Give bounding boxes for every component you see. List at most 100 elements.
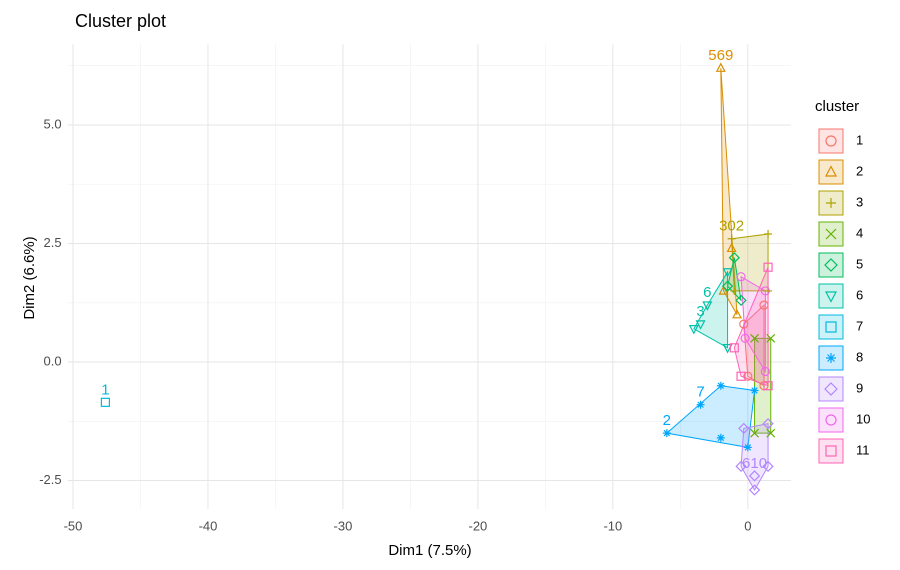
point bbox=[726, 242, 737, 253]
point bbox=[732, 308, 743, 319]
legend-label: 2 bbox=[856, 163, 863, 178]
chart-title: Cluster plot bbox=[75, 11, 166, 31]
point bbox=[716, 381, 725, 390]
legend-title: cluster bbox=[815, 98, 859, 115]
point bbox=[826, 198, 836, 208]
point bbox=[766, 333, 776, 343]
point bbox=[728, 252, 740, 264]
point bbox=[760, 286, 770, 296]
cluster-hull bbox=[720, 68, 738, 315]
point bbox=[750, 428, 759, 438]
point bbox=[715, 62, 726, 72]
point bbox=[824, 382, 838, 396]
legend-label: 10 bbox=[856, 411, 870, 426]
point bbox=[826, 353, 836, 363]
point bbox=[695, 320, 706, 330]
point bbox=[759, 300, 769, 310]
legend-key bbox=[818, 252, 844, 278]
point bbox=[750, 386, 759, 395]
point bbox=[743, 443, 752, 452]
x-tick-label: -50 bbox=[64, 518, 83, 533]
cluster-hull bbox=[693, 270, 729, 349]
point-label: 610 bbox=[742, 455, 767, 472]
point bbox=[824, 258, 838, 272]
x-tick-label: 0 bbox=[744, 518, 751, 533]
y-tick-label: 2.5 bbox=[44, 235, 62, 250]
point bbox=[748, 470, 761, 482]
point bbox=[760, 366, 770, 377]
legend-label: 7 bbox=[856, 318, 863, 333]
legend-key bbox=[818, 376, 844, 402]
point bbox=[730, 286, 739, 295]
point bbox=[740, 333, 750, 343]
legend-key bbox=[818, 283, 844, 309]
point bbox=[702, 301, 713, 311]
legend-label: 6 bbox=[856, 287, 863, 302]
point-label: 3 bbox=[696, 303, 704, 320]
point bbox=[736, 272, 746, 282]
cluster-hull bbox=[740, 423, 769, 492]
legend-label: 3 bbox=[856, 194, 863, 209]
point-label: 6 bbox=[703, 284, 711, 301]
legend-key bbox=[818, 159, 844, 185]
point-label: 302 bbox=[719, 218, 744, 235]
legend-label: 4 bbox=[856, 225, 863, 240]
point bbox=[688, 325, 699, 335]
point bbox=[825, 291, 837, 303]
x-tick-label: -20 bbox=[468, 518, 487, 533]
x-axis-label: Dim1 (7.5%) bbox=[388, 542, 471, 559]
legend-key bbox=[818, 128, 844, 154]
point bbox=[739, 319, 749, 329]
point bbox=[722, 344, 733, 354]
point bbox=[762, 418, 774, 430]
point bbox=[100, 397, 110, 407]
y-axis-label: Dim2 (6.6%) bbox=[21, 236, 38, 319]
point bbox=[763, 262, 773, 272]
point bbox=[825, 445, 837, 457]
y-tick-label: 5.0 bbox=[44, 116, 62, 131]
point bbox=[748, 484, 761, 496]
point bbox=[750, 333, 759, 343]
point bbox=[763, 381, 773, 391]
point bbox=[825, 135, 837, 147]
point bbox=[735, 294, 747, 307]
point-label: 1 bbox=[101, 381, 109, 398]
point-label: 569 bbox=[708, 47, 733, 64]
point bbox=[825, 165, 837, 177]
point bbox=[825, 228, 837, 240]
point bbox=[766, 428, 776, 438]
legend-key bbox=[818, 438, 844, 464]
cluster-hull bbox=[665, 385, 756, 448]
point bbox=[727, 234, 736, 243]
x-tick-label: -30 bbox=[334, 518, 353, 533]
point bbox=[729, 343, 739, 353]
point bbox=[735, 460, 747, 472]
legend-label: 8 bbox=[856, 349, 863, 364]
point bbox=[762, 460, 774, 472]
x-tick-label: -10 bbox=[603, 518, 622, 533]
point bbox=[764, 230, 773, 239]
point bbox=[718, 285, 729, 295]
point bbox=[743, 371, 753, 381]
point bbox=[721, 280, 734, 292]
point bbox=[722, 268, 733, 278]
point-label: 2 bbox=[663, 412, 671, 429]
point-label: 7 bbox=[696, 384, 704, 401]
point bbox=[716, 433, 725, 442]
point bbox=[696, 400, 705, 409]
x-tick-label: -40 bbox=[199, 518, 218, 533]
point bbox=[738, 422, 750, 435]
legend-key bbox=[818, 407, 844, 433]
point bbox=[825, 321, 837, 333]
point bbox=[662, 429, 671, 438]
legend-label: 11 bbox=[856, 442, 870, 457]
legend-label: 5 bbox=[856, 256, 863, 271]
cluster-hull bbox=[740, 275, 766, 374]
y-tick-label: -2.5 bbox=[39, 472, 61, 487]
legend-key bbox=[818, 314, 844, 340]
y-tick-label: 0.0 bbox=[44, 353, 62, 368]
point bbox=[736, 371, 746, 381]
point bbox=[825, 414, 837, 426]
legend-label: 1 bbox=[856, 132, 863, 147]
